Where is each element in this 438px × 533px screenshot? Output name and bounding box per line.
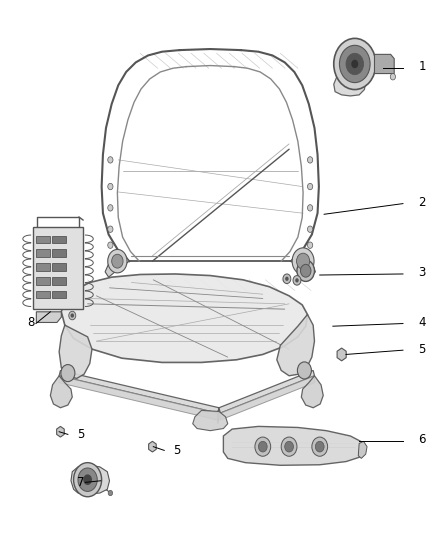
Polygon shape [71,465,110,494]
Bar [36,277,50,285]
Circle shape [292,248,314,274]
Bar [52,277,66,285]
Circle shape [285,277,289,281]
Polygon shape [59,370,219,413]
Circle shape [108,242,113,248]
Circle shape [295,278,299,282]
Circle shape [83,474,92,485]
Circle shape [285,441,293,452]
Circle shape [307,226,313,232]
Bar [36,291,50,298]
Polygon shape [59,325,92,378]
Circle shape [297,362,311,379]
Polygon shape [218,408,219,424]
Bar [36,236,50,243]
Circle shape [307,183,313,190]
Polygon shape [334,74,366,96]
Polygon shape [223,426,364,465]
Circle shape [390,74,396,80]
Circle shape [283,274,291,284]
Polygon shape [301,376,323,408]
Bar [36,249,50,257]
Polygon shape [219,370,314,413]
Circle shape [312,437,328,456]
Circle shape [108,157,113,163]
Polygon shape [57,426,64,437]
Polygon shape [277,314,314,376]
Circle shape [78,468,97,491]
Text: 2: 2 [418,196,426,209]
Text: 3: 3 [418,266,426,279]
Polygon shape [193,410,228,431]
Bar [52,291,66,298]
Text: 6: 6 [418,433,426,446]
Circle shape [297,253,310,269]
Polygon shape [337,348,346,361]
Circle shape [351,60,358,68]
Circle shape [258,441,267,452]
Circle shape [69,311,76,320]
Bar [52,249,66,257]
Circle shape [297,260,314,281]
Circle shape [334,38,376,90]
Circle shape [281,437,297,456]
Polygon shape [220,376,314,420]
Circle shape [307,242,313,248]
Text: 4: 4 [418,316,426,329]
Polygon shape [374,54,394,74]
Polygon shape [148,441,156,452]
Circle shape [108,183,113,190]
Polygon shape [50,376,72,408]
Circle shape [112,254,123,268]
Circle shape [307,157,313,163]
Circle shape [108,205,113,211]
Text: 1: 1 [418,60,426,73]
Text: 5: 5 [173,444,180,457]
Text: 7: 7 [77,476,84,489]
Circle shape [71,313,74,318]
Circle shape [108,226,113,232]
Text: 5: 5 [418,343,426,356]
Text: 8: 8 [27,316,35,329]
Polygon shape [59,376,218,420]
Polygon shape [36,312,61,322]
Circle shape [108,490,113,496]
Circle shape [61,365,75,382]
Polygon shape [291,253,315,277]
Polygon shape [358,441,367,458]
Circle shape [339,45,370,83]
Polygon shape [105,255,129,277]
Circle shape [300,264,311,277]
Bar [52,263,66,271]
Polygon shape [61,274,307,362]
Circle shape [307,205,313,211]
Circle shape [293,276,301,285]
Circle shape [108,249,127,273]
Circle shape [346,53,364,75]
Text: 5: 5 [77,428,84,441]
Bar [52,236,66,243]
Circle shape [315,441,324,452]
Circle shape [74,463,102,497]
Bar [33,227,83,309]
Circle shape [255,437,271,456]
Bar [36,263,50,271]
